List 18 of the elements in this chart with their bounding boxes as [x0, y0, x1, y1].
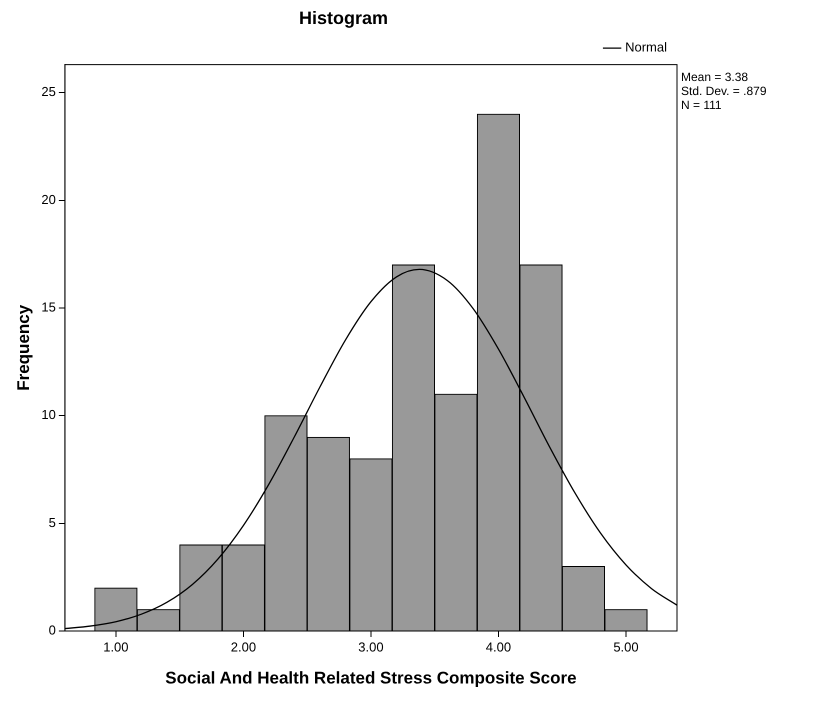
x-axis-title: Social And Health Related Stress Composite Score [165, 668, 577, 688]
chart-title: Histogram [298, 8, 388, 28]
legend-label: Normal [625, 40, 668, 55]
y-tick-label: 20 [41, 192, 56, 207]
x-tick-label: 4.00 [486, 639, 512, 654]
text: N = 111 [681, 98, 723, 112]
y-tick-label: 25 [41, 84, 56, 100]
text: Std. Dev. = .879 [681, 84, 766, 98]
text: Mean = 3.38 [681, 70, 750, 84]
x-tick-label: 5.00 [613, 639, 639, 654]
x-tick-label: 1.00 [103, 639, 129, 654]
y-tick-label: 15 [41, 300, 56, 315]
y-tick-label: 0 [48, 622, 56, 638]
x-tick-label: 3.00 [358, 639, 384, 654]
y-tick-label: 5 [48, 514, 56, 530]
y-axis-title: Frequency [14, 304, 33, 391]
y-tick-label: 10 [41, 407, 56, 422]
x-tick-label: 2.00 [230, 639, 256, 654]
